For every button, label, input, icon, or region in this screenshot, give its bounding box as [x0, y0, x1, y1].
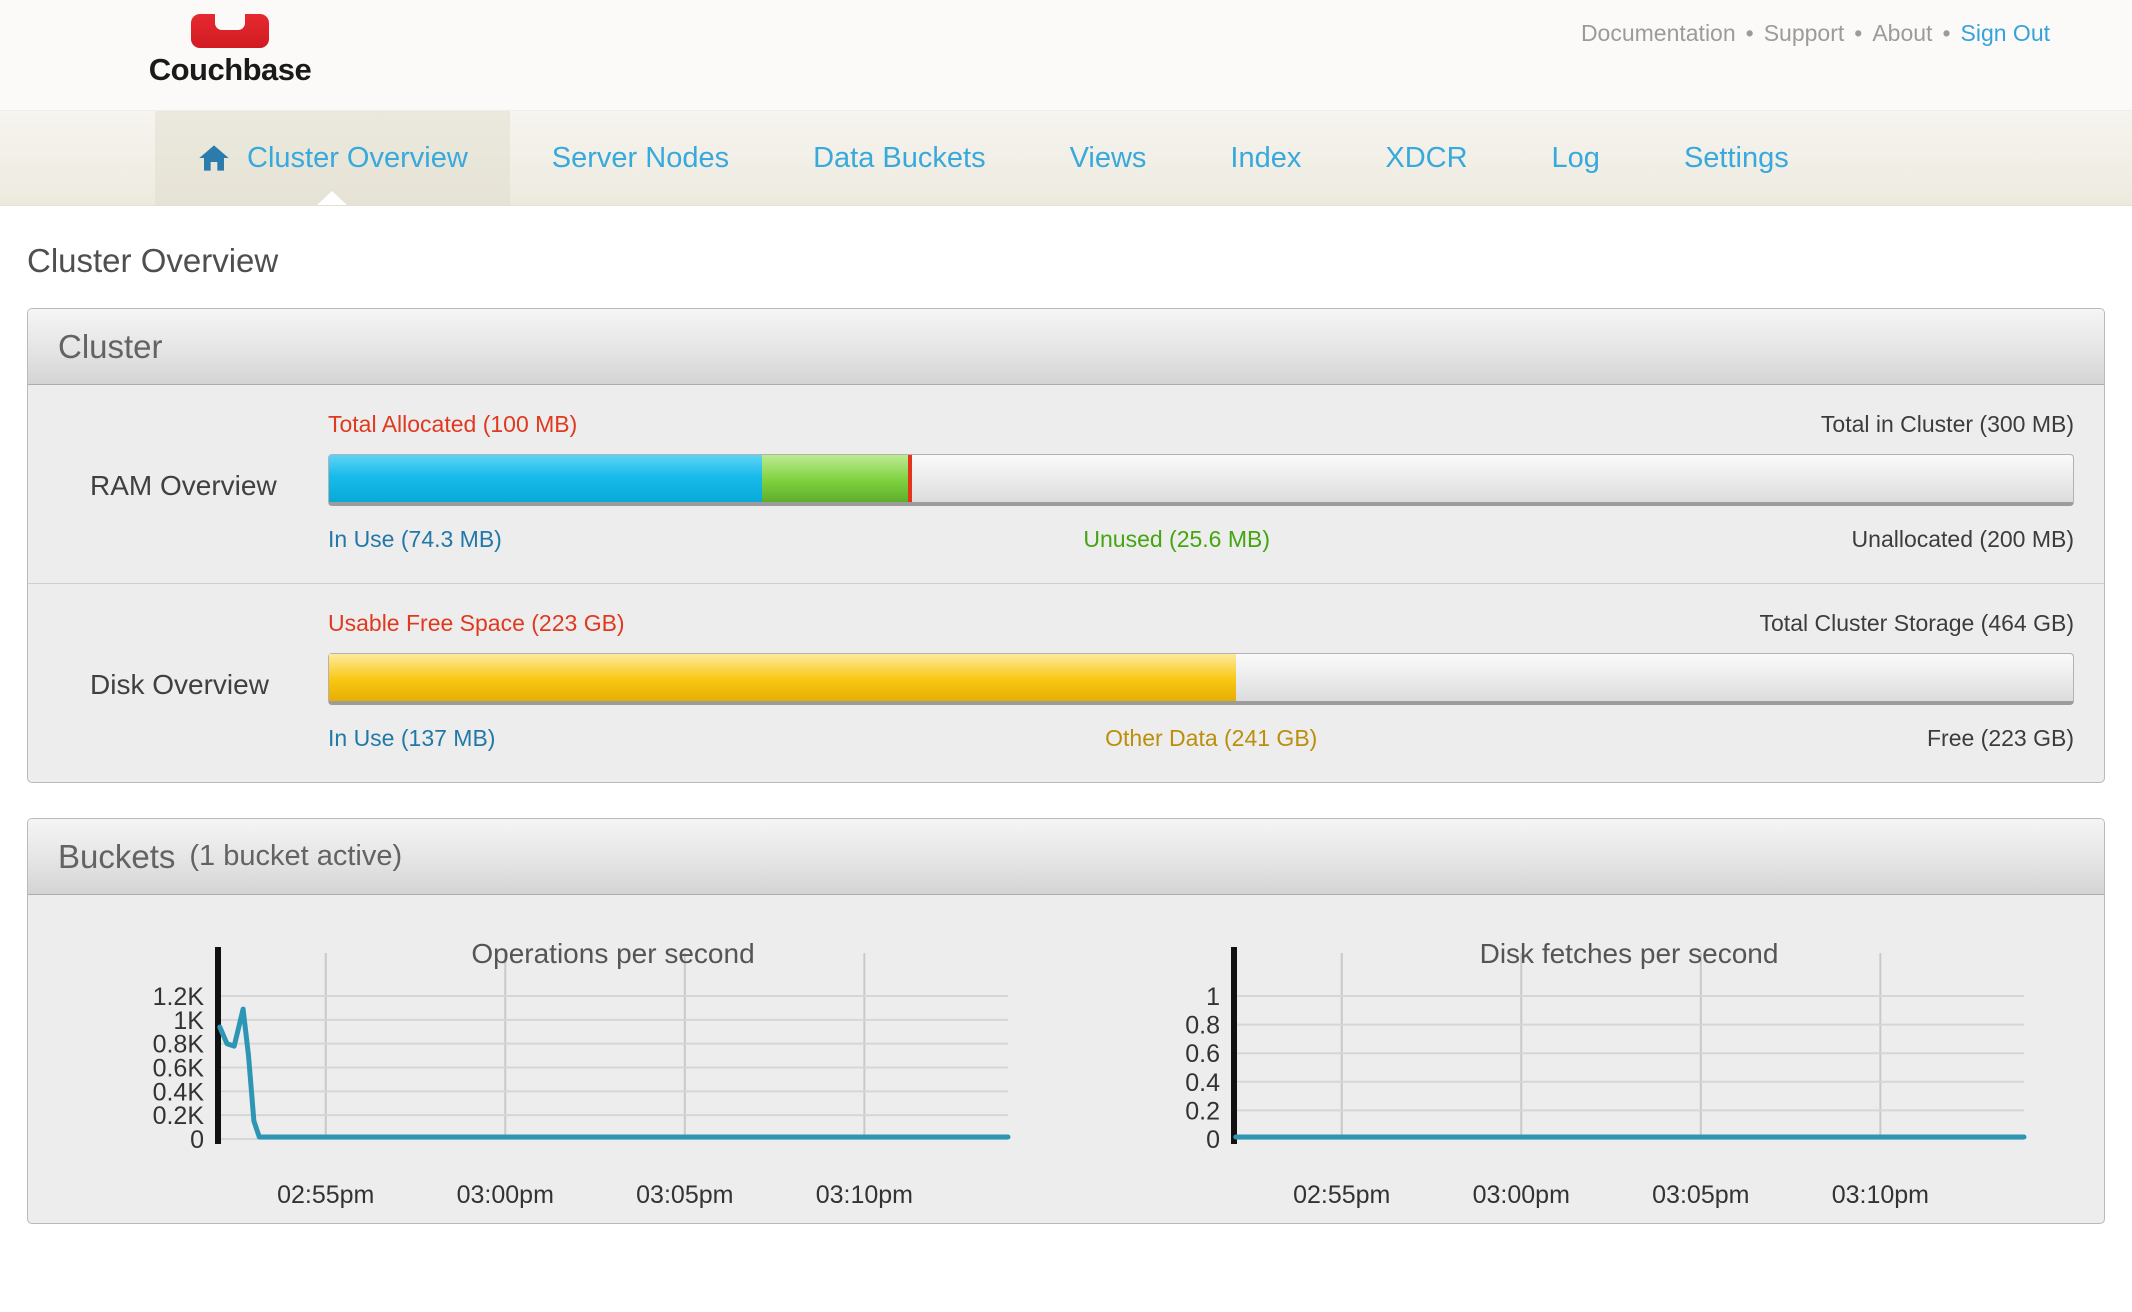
svg-text:1.2K: 1.2K	[153, 983, 205, 1011]
tab-label: Cluster Overview	[247, 141, 468, 174]
cluster-panel-header: Cluster	[28, 309, 2104, 385]
tab-xdcr[interactable]: XDCR	[1343, 111, 1509, 205]
couch-notch	[215, 13, 245, 30]
disk-total-storage-label: Total Cluster Storage (464 GB)	[1759, 610, 2074, 636]
svg-text:0.8: 0.8	[1185, 1012, 1220, 1040]
disk-overview-row: Disk Overview Usable Free Space (223 GB)…	[28, 583, 2104, 782]
svg-text:0: 0	[190, 1126, 204, 1154]
svg-text:0: 0	[1206, 1126, 1220, 1154]
active-tab-caret	[317, 191, 348, 205]
tab-label: Index	[1230, 141, 1302, 174]
tab-views[interactable]: Views	[1028, 111, 1189, 205]
header-link-about[interactable]: About	[1872, 20, 1933, 46]
buckets-charts: 1.2K 1K 0.8K 0.6K 0.4K 0.2K 0 Operations per se…	[28, 895, 2104, 1223]
tab-cluster-overview[interactable]: Cluster Overview	[155, 111, 510, 205]
usage-segment-bar_blue	[329, 455, 762, 502]
tab-label: Settings	[1683, 141, 1789, 174]
tab-label: Views	[1069, 141, 1147, 174]
tab-label: Server Nodes	[551, 141, 730, 174]
ram-total-in-cluster-label: Total in Cluster (300 MB)	[1820, 411, 2074, 437]
home-icon	[199, 145, 229, 171]
tab-label: Log	[1551, 141, 1600, 174]
svg-text:0.4: 0.4	[1185, 1069, 1220, 1097]
tab-settings[interactable]: Settings	[1642, 111, 1831, 205]
svg-text:0.8K: 0.8K	[153, 1031, 205, 1059]
svg-text:0.4K: 0.4K	[153, 1078, 205, 1106]
chart-canvas: 10.80.60.40.20 Disk fetches per second 02:…	[1185, 938, 2027, 1209]
buckets-panel-header: Buckets (1 bucket active)	[28, 819, 2104, 895]
svg-text:03:10pm: 03:10pm	[1832, 1181, 1929, 1209]
svg-text:0.2K: 0.2K	[153, 1102, 205, 1130]
svg-text:02:55pm: 02:55pm	[1293, 1181, 1390, 1209]
tab-index[interactable]: Index	[1188, 111, 1343, 205]
disk-free-label: Free (223 GB)	[1927, 725, 2074, 751]
usage-segment-bar_yellow	[329, 654, 1236, 701]
usage-segment-bar_green	[761, 455, 910, 502]
ram-unused-label: Unused (25.6 MB)	[1083, 526, 1271, 552]
ram-overview-label: RAM Overview	[90, 470, 277, 501]
svg-text:0.2: 0.2	[1185, 1097, 1220, 1125]
tab-label: XDCR	[1385, 141, 1468, 174]
svg-text:0.6: 0.6	[1185, 1040, 1220, 1068]
quota-marker-line	[907, 455, 912, 502]
tab-label: Data Buckets	[813, 141, 986, 174]
logo-text: Couchbase	[148, 52, 312, 87]
svg-text:03:00pm: 03:00pm	[457, 1181, 554, 1209]
ram-in-use-label: In Use (74.3 MB)	[328, 526, 502, 552]
svg-text:Operations per second: Operations per second	[471, 938, 754, 969]
tab-log[interactable]: Log	[1510, 111, 1642, 205]
top-header: Couchbase Documentation • Support • About • Si…	[0, 0, 2132, 110]
page-title: Cluster Overview	[27, 242, 279, 279]
couchbase-logo: Couchbase	[120, 13, 340, 88]
cluster-panel-title: Cluster	[58, 327, 163, 365]
disk-fetches-per-second-chart: 1 0.8 0.6 0.4 0.2 0 Disk fetches per second 02:…	[1134, 901, 2104, 1223]
disk-other-data-label: Other Data (241 GB)	[1105, 725, 1318, 751]
link-separator-dot: •	[1854, 20, 1863, 46]
content-area: Cluster Overview Cluster RAM Overview To…	[0, 206, 2132, 1224]
header-link-documentation[interactable]: Documentation	[1580, 20, 1736, 46]
svg-text:03:00pm: 03:00pm	[1473, 1181, 1570, 1209]
buckets-active-count: (1 bucket active)	[189, 840, 403, 872]
bottom-spacer	[0, 1224, 2132, 1241]
svg-text:03:05pm: 03:05pm	[636, 1181, 733, 1209]
svg-text:03:10pm: 03:10pm	[816, 1181, 913, 1209]
disk-overview-label: Disk Overview	[90, 669, 269, 700]
disk-usable-free-space-label: Usable Free Space (223 GB)	[328, 610, 625, 636]
ram-usage-bar	[328, 454, 2074, 506]
ram-unallocated-label: Unallocated (200 MB)	[1851, 526, 2074, 552]
svg-text:1K: 1K	[173, 1007, 204, 1035]
buckets-panel-title: Buckets	[58, 837, 176, 875]
svg-text:1: 1	[1206, 983, 1220, 1011]
svg-text:02:55pm: 02:55pm	[277, 1181, 374, 1209]
header-links: Documentation • Support • About • Sign Out	[1581, 20, 2050, 47]
header-link-sign-out[interactable]: Sign Out	[1960, 20, 2051, 46]
disk-usage-bar	[328, 653, 2074, 705]
tab-data-buckets[interactable]: Data Buckets	[771, 111, 1027, 205]
link-separator-dot: •	[1942, 20, 1951, 46]
disk-in-use-label: In Use (137 MB)	[328, 725, 496, 751]
ram-total-allocated-label: Total Allocated (100 MB)	[328, 411, 578, 437]
couchbase-couch-icon	[191, 13, 269, 48]
main-nav: Cluster Overview Server Nodes Data Buckets…	[0, 110, 2132, 206]
cluster-panel: Cluster RAM Overview Total Allocated (10…	[27, 308, 2105, 783]
svg-text:Disk fetches per second: Disk fetches per second	[1480, 938, 1779, 969]
header-link-support[interactable]: Support	[1763, 20, 1845, 46]
svg-text:0.6K: 0.6K	[153, 1055, 205, 1083]
ops-per-second-chart: 1.2K 1K 0.8K 0.6K 0.4K 0.2K 0 Operations per se…	[118, 901, 1118, 1223]
ram-overview-row: RAM Overview Total Allocated (100 MB) To…	[28, 385, 2104, 583]
link-separator-dot: •	[1745, 20, 1754, 46]
tab-server-nodes[interactable]: Server Nodes	[510, 111, 771, 205]
buckets-panel: Buckets (1 bucket active) 1.2K 1K 0.8K 0.6K…	[27, 818, 2105, 1224]
svg-text:03:05pm: 03:05pm	[1652, 1181, 1749, 1209]
